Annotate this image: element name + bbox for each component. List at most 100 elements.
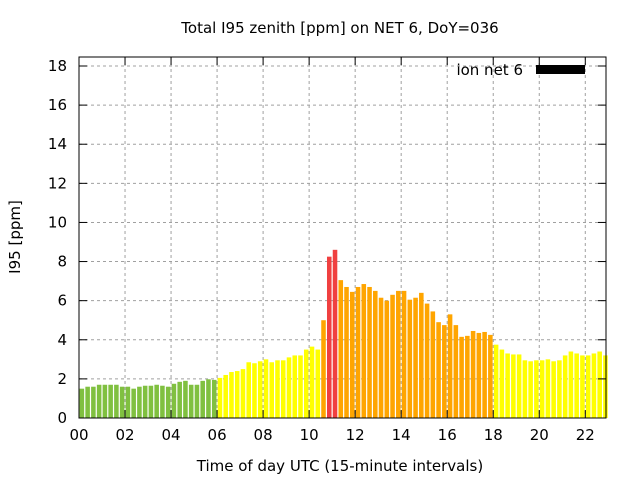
y-tick-label: 14 [48, 135, 67, 153]
bar [188, 384, 194, 418]
bar [511, 354, 516, 418]
bar [591, 353, 597, 418]
bars [79, 249, 608, 418]
bar [286, 357, 292, 418]
bar [160, 385, 165, 418]
bar [378, 297, 384, 418]
x-tick-label: 02 [115, 426, 134, 444]
x-tick-label: 14 [392, 426, 411, 444]
bar [568, 351, 574, 418]
bar [246, 362, 251, 418]
x-tick-label: 12 [346, 426, 365, 444]
bar [200, 380, 205, 418]
bar [183, 380, 188, 418]
bar [223, 374, 228, 418]
y-tick-label: 10 [48, 213, 67, 231]
chart-title: Total I95 zenith [ppm] on NET 6, DoY=036 [180, 19, 498, 37]
bar [603, 355, 608, 418]
x-tick-label: 22 [576, 426, 595, 444]
x-tick-label: 16 [438, 426, 457, 444]
y-tick-label: 12 [48, 174, 67, 192]
bar [275, 360, 280, 418]
y-ticks: 0 2 4 6 8 10 12 14 16 18 [48, 57, 606, 427]
bar [436, 322, 441, 418]
bar [309, 346, 315, 418]
x-tick-label: 18 [484, 426, 503, 444]
bar [367, 286, 372, 418]
bar [137, 386, 142, 418]
bar [574, 353, 579, 418]
bar [315, 349, 321, 418]
bar [165, 386, 171, 418]
bar [384, 300, 390, 418]
grid [79, 57, 606, 418]
bar [401, 290, 407, 418]
bar [269, 362, 275, 418]
bar [557, 360, 562, 418]
x-tick-label: 08 [254, 426, 273, 444]
bar [217, 377, 223, 418]
bar [79, 388, 85, 418]
bar [442, 325, 447, 418]
bar [585, 355, 591, 418]
bar [234, 371, 240, 418]
y-tick-label: 2 [57, 370, 67, 388]
y-tick-label: 4 [57, 331, 67, 349]
bar [321, 320, 326, 418]
bar [125, 386, 131, 418]
bar [551, 361, 556, 418]
y-tick-label: 18 [48, 57, 67, 75]
bar [470, 330, 476, 418]
bar [91, 386, 96, 418]
bar [240, 369, 246, 418]
bar [142, 385, 148, 418]
bar [292, 355, 298, 418]
bar [539, 360, 545, 418]
bar [298, 355, 303, 418]
bar [430, 311, 436, 418]
bar [522, 360, 528, 418]
bar [516, 354, 522, 418]
x-axis-label: Time of day UTC (15-minute intervals) [196, 457, 483, 475]
bar [344, 286, 349, 418]
bar [545, 359, 551, 418]
bar [459, 336, 464, 418]
bar [493, 344, 499, 418]
bar [280, 360, 286, 418]
y-tick-label: 8 [57, 253, 67, 271]
bar [350, 291, 355, 418]
bar [332, 249, 338, 418]
bar [407, 299, 413, 418]
bar [148, 385, 154, 418]
bar [419, 292, 424, 418]
bar [361, 284, 367, 418]
bar [326, 256, 332, 418]
bar [257, 361, 263, 418]
bar [171, 383, 177, 418]
x-tick-label: 00 [69, 426, 88, 444]
bar [488, 334, 493, 418]
bar [453, 325, 459, 418]
bar [355, 286, 361, 418]
y-tick-label: 16 [48, 96, 67, 114]
bar [303, 349, 309, 418]
bar [252, 363, 257, 418]
bar [424, 303, 430, 418]
bar [154, 384, 159, 418]
x-tick-label: 10 [300, 426, 319, 444]
bar [85, 386, 90, 418]
bar [528, 361, 533, 418]
x-tick-label: 04 [162, 426, 181, 444]
bar [396, 290, 401, 418]
y-tick-label: 0 [57, 409, 67, 427]
bar [194, 384, 200, 418]
y-tick-label: 6 [57, 292, 67, 310]
bar [562, 355, 568, 418]
bar [465, 335, 470, 418]
bar [211, 379, 217, 418]
bar [580, 355, 585, 418]
bar [597, 351, 602, 418]
bar [413, 297, 418, 418]
x-tick-label: 06 [208, 426, 227, 444]
bar [96, 384, 102, 418]
